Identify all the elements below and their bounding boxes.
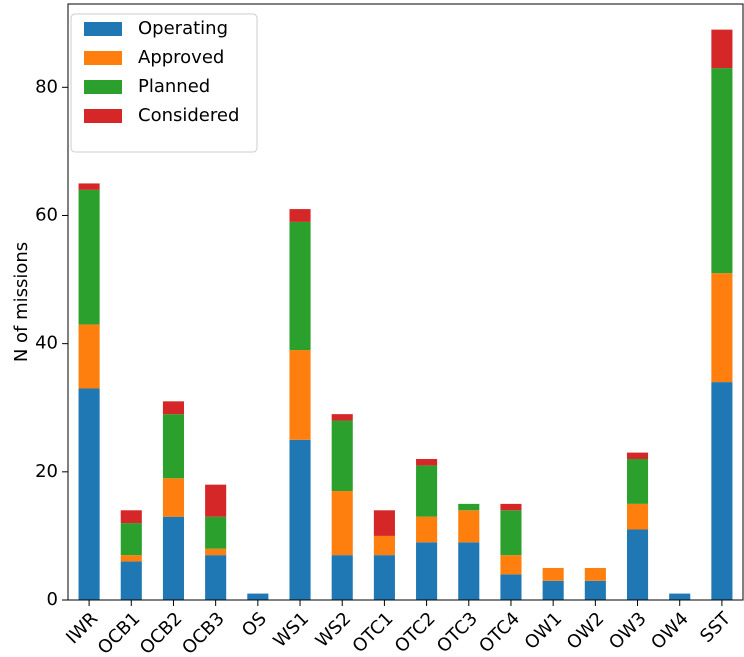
bar-segment	[331, 414, 353, 421]
bar-segment	[205, 555, 227, 600]
bar-segment	[78, 324, 100, 389]
bar-segment	[458, 510, 480, 543]
bar-segment	[500, 574, 522, 600]
y-tick-label: 0	[47, 589, 58, 610]
bar-segment	[78, 388, 100, 600]
y-tick-label: 80	[35, 76, 58, 97]
bar-segment	[205, 484, 227, 517]
bar-segment	[416, 459, 438, 466]
bar-segment	[162, 414, 185, 479]
bar-segment	[78, 183, 100, 190]
bar-segment	[711, 382, 733, 600]
bar-segment	[626, 459, 649, 504]
bar-segment	[584, 580, 606, 600]
x-tick-label: OTC2	[391, 608, 440, 657]
bar-segment	[331, 555, 353, 600]
x-tick-label: OS	[238, 608, 271, 641]
bar-segment	[711, 273, 733, 383]
bar-segment	[416, 542, 438, 600]
bar-segment	[120, 523, 142, 556]
bar-segment	[669, 593, 691, 600]
bar-segment	[120, 510, 142, 524]
legend-swatch	[84, 80, 122, 94]
x-tick-label: OCB3	[178, 608, 229, 657]
bar-segment	[331, 491, 353, 556]
bar-segment	[373, 510, 395, 536]
bar-segment	[205, 516, 227, 549]
bar-segment	[373, 535, 395, 556]
bar-segment	[120, 561, 142, 600]
x-tick-label: SST	[696, 608, 735, 647]
legend-label: Planned	[138, 76, 210, 97]
x-tick-label: OCB2	[136, 608, 187, 657]
bar-segment	[331, 420, 353, 492]
legend-swatch	[84, 109, 122, 123]
bar-segment	[416, 465, 438, 517]
bar-segment	[458, 503, 480, 511]
y-axis-label: N of missions	[11, 242, 32, 362]
bar-segment	[162, 516, 185, 600]
bar-segment	[162, 401, 185, 415]
bar-segment	[626, 529, 649, 600]
bar-segment	[289, 439, 311, 600]
bar-segment	[711, 68, 733, 274]
x-tick-label: OTC3	[433, 608, 482, 657]
bar-segment	[500, 503, 522, 511]
x-tick-label: WS1	[269, 608, 313, 652]
y-tick-label: 60	[35, 204, 58, 225]
bar-segment	[247, 593, 269, 600]
bar-segment	[626, 503, 649, 530]
bar-segment	[289, 209, 311, 222]
plot-frame	[67, 3, 744, 601]
bar-segment	[500, 555, 522, 575]
x-tick-label: OW1	[521, 608, 567, 654]
y-tick-label: 20	[35, 461, 58, 482]
legend-label: Considered	[138, 105, 239, 126]
x-tick-label: WS2	[312, 608, 356, 652]
x-tick-label: OW2	[563, 608, 609, 654]
bar-segment	[120, 555, 142, 562]
x-tick-label: OW3	[605, 608, 651, 654]
bar-segment	[711, 29, 733, 69]
bar-segment	[78, 189, 100, 325]
x-tick-label: OTC1	[349, 608, 398, 657]
bar-segment	[626, 452, 649, 460]
y-tick-label: 40	[35, 333, 58, 354]
bar-segment	[416, 516, 438, 543]
bar-segment	[584, 567, 606, 581]
bar-segment	[162, 478, 185, 517]
legend-label: Approved	[138, 47, 224, 68]
bar-segment	[458, 542, 480, 600]
x-tick-label: OW4	[647, 608, 693, 654]
bar-segment	[289, 350, 311, 440]
bar-segment	[373, 555, 395, 600]
bar-segment	[500, 510, 522, 556]
legend-swatch	[84, 51, 122, 65]
bar-segment	[289, 221, 311, 351]
bar-segment	[542, 567, 564, 581]
x-tick-label: OCB1	[94, 608, 145, 657]
legend-label: Operating	[138, 18, 228, 39]
legend-swatch	[84, 22, 122, 36]
x-tick-label: OTC4	[475, 608, 524, 657]
bar-segment	[542, 580, 564, 600]
bar-segment	[205, 548, 227, 556]
